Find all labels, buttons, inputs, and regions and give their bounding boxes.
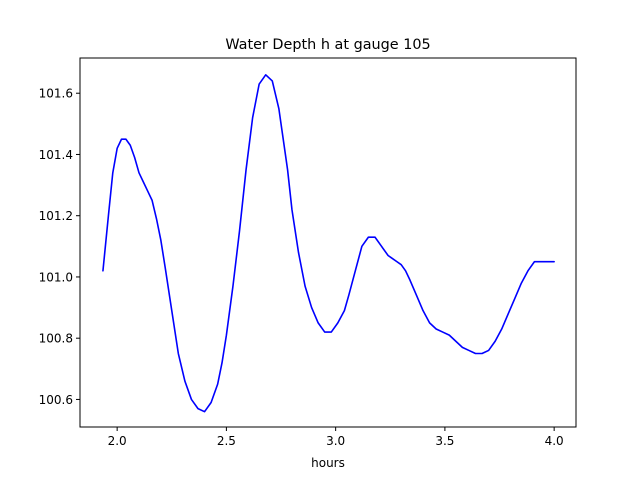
y-tick-label: 100.6 [39,393,73,407]
y-tick-label: 101.6 [39,87,73,101]
chart-title: Water Depth h at gauge 105 [225,37,430,53]
x-tick-label: 2.0 [108,434,127,448]
y-axis: 100.6 100.8 101.0 101.2 101.4 101.6 [39,87,80,407]
x-tick-label: 4.0 [545,434,564,448]
y-tick-label: 101.4 [39,148,73,162]
y-tick-label: 101.0 [39,270,73,284]
x-tick-label: 2.5 [217,434,236,448]
plot-area [102,74,555,413]
y-tick-label: 100.8 [39,332,73,346]
x-tick-label: 3.5 [435,434,454,448]
x-axis: 2.0 2.5 3.0 3.5 4.0 [108,427,564,448]
y-tick-label: 101.2 [39,209,73,223]
series-line-0 [102,74,555,413]
x-axis-label: hours [311,456,345,470]
x-tick-label: 3.0 [326,434,345,448]
plot-frame [79,57,577,428]
